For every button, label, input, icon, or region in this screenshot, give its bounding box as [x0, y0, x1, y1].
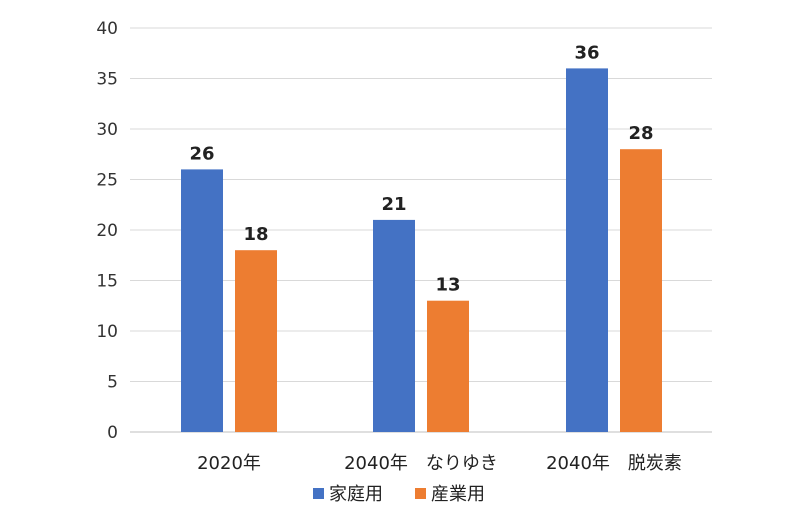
y-tick-label: 10 — [96, 322, 118, 342]
data-label: 18 — [243, 224, 268, 245]
y-axis-ticks: 0 5 10 15 20 25 30 35 40 — [96, 19, 118, 443]
data-label: 28 — [628, 123, 653, 144]
y-tick-label: 15 — [96, 272, 118, 292]
data-label: 26 — [189, 143, 214, 164]
y-tick-label: 20 — [96, 221, 118, 241]
y-tick-label: 25 — [96, 171, 118, 191]
x-category-label: 2020年 — [197, 453, 261, 474]
legend-label: 家庭用 — [329, 484, 383, 505]
gridlines — [130, 27, 712, 433]
bar — [566, 68, 608, 433]
y-tick-label: 5 — [107, 373, 118, 393]
data-label: 21 — [381, 194, 406, 215]
x-axis-categories: 2020年 2040年 なりゆき 2040年 脱炭素 — [197, 453, 682, 474]
y-tick-label: 30 — [96, 120, 118, 140]
legend-swatch — [415, 488, 426, 499]
bars — [181, 68, 662, 433]
y-tick-label: 40 — [96, 19, 118, 39]
bar — [373, 219, 415, 432]
data-label: 36 — [574, 42, 599, 63]
y-tick-label: 35 — [96, 70, 118, 90]
legend-label: 産業用 — [431, 484, 485, 505]
data-labels: 26 18 21 13 36 28 — [189, 42, 653, 295]
legend-swatch — [313, 488, 324, 499]
bar — [620, 149, 662, 432]
legend: 家庭用 産業用 — [313, 484, 485, 505]
bar — [427, 300, 469, 432]
y-tick-label: 0 — [107, 423, 118, 443]
data-label: 13 — [435, 275, 460, 296]
x-category-label: 2040年 脱炭素 — [546, 453, 682, 474]
bar — [181, 169, 223, 432]
bar — [235, 250, 277, 432]
x-category-label: 2040年 なりゆき — [344, 453, 498, 474]
